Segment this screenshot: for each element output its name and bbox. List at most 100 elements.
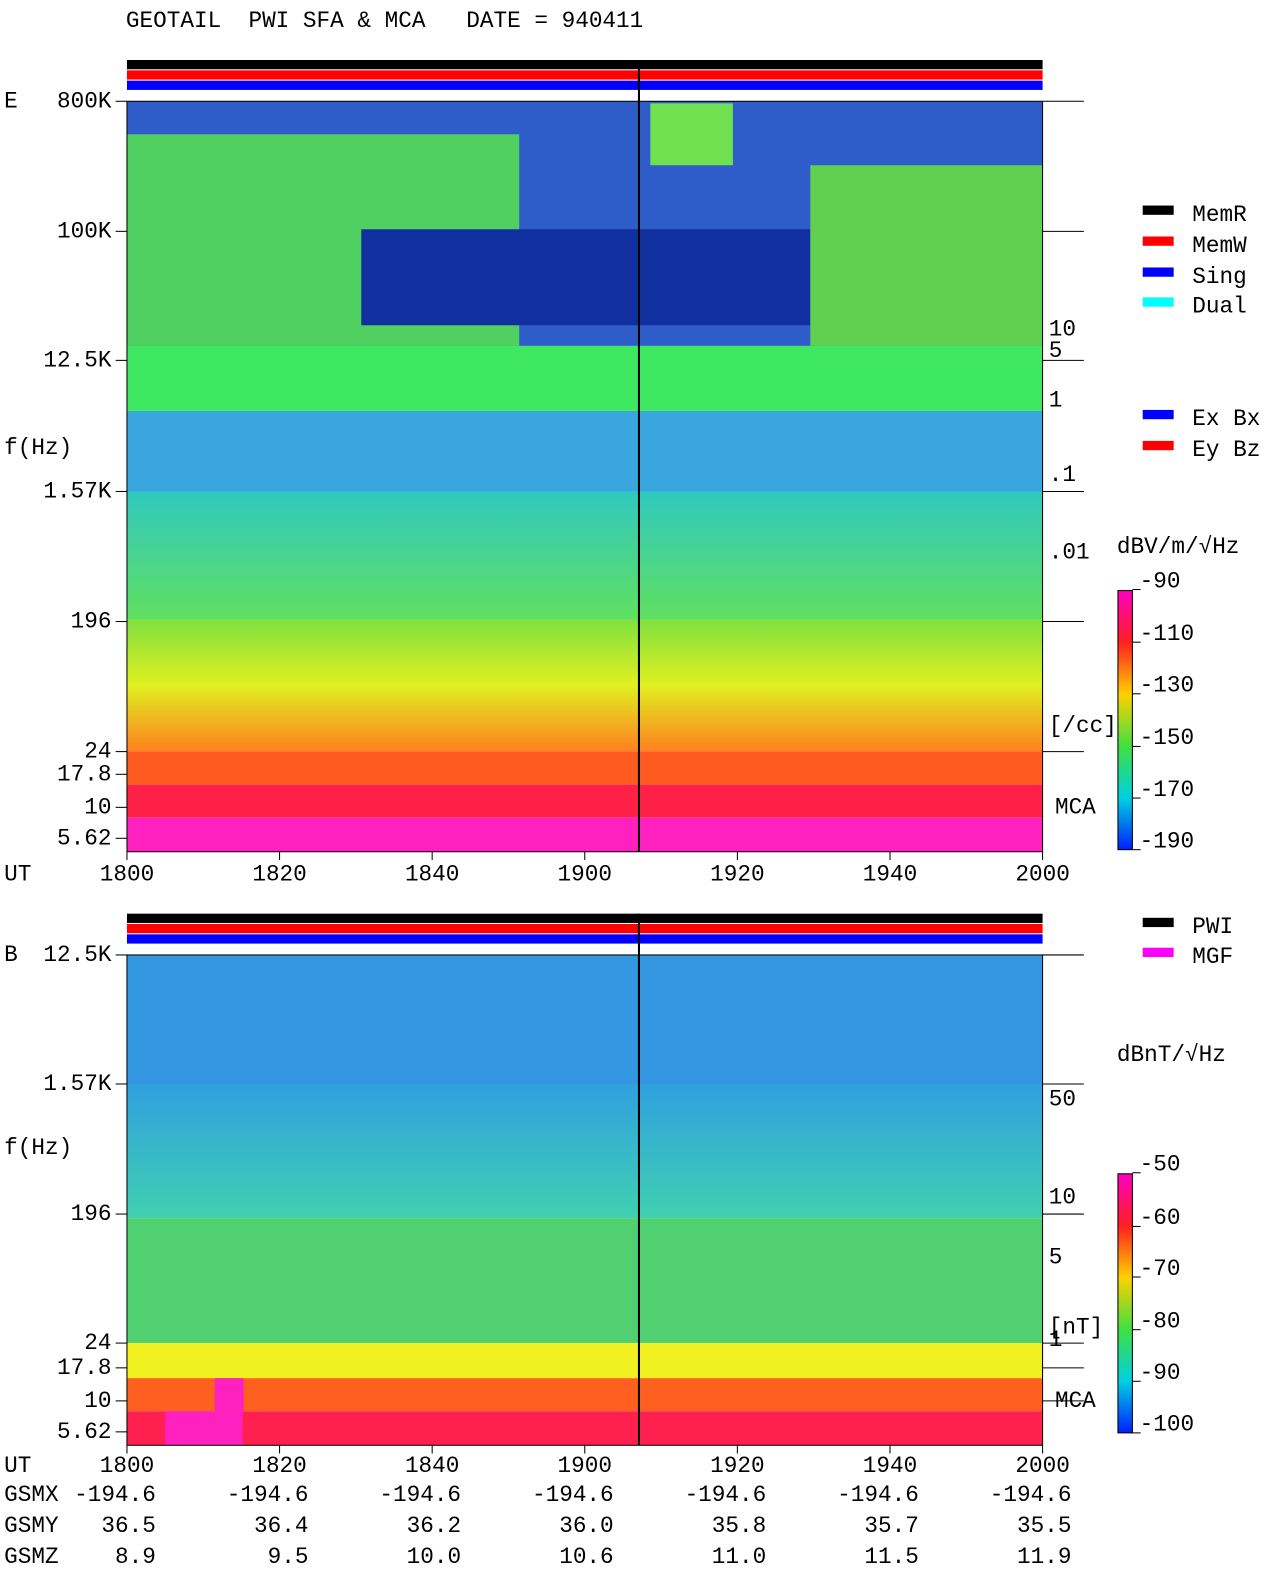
legend-swatch (1142, 297, 1174, 307)
panel-label: B (4, 942, 18, 968)
density-scale-label: .01 (1049, 539, 1090, 565)
spectrogram-region (361, 229, 811, 326)
status-bar (126, 59, 1043, 70)
orbit-row-name: GSMX (4, 1482, 59, 1508)
orbit-value: 11.5 (864, 1544, 918, 1570)
y-tick-label: 17.8 (57, 761, 111, 787)
colorbar-tick-label: -70 (1140, 1256, 1181, 1282)
x-tick-label: 1840 (405, 861, 459, 887)
orbit-row-name: GSMZ (4, 1544, 58, 1570)
spectrogram-band (126, 1378, 1043, 1412)
orbit-value: -194.6 (685, 1482, 767, 1508)
y-tick-label: 12.5K (43, 942, 111, 968)
density-scale-label: 10 (1049, 316, 1076, 342)
legend-label: MemR (1192, 202, 1247, 228)
status-bar (126, 934, 1043, 944)
status-bar (126, 80, 1043, 90)
y-tick-label: 800K (57, 88, 112, 114)
legend-swatch (1142, 267, 1174, 277)
status-bar (126, 913, 1043, 923)
orbit-value: -194.6 (227, 1482, 309, 1508)
density-scale-label: 5 (1049, 338, 1063, 364)
colorbar-tick-label: -60 (1140, 1205, 1181, 1231)
x-tick-label: 1820 (252, 861, 306, 887)
orbit-value: 11.9 (1017, 1544, 1071, 1570)
x-tick-label: 1820 (252, 1453, 306, 1479)
orbit-value: 8.9 (115, 1544, 156, 1570)
legend-label: Sing (1192, 264, 1246, 290)
colorbar (1117, 1173, 1133, 1434)
colorbar-tick-label: -90 (1140, 568, 1181, 594)
spectrogram-band (126, 410, 1043, 492)
y-tick-label: 5.62 (57, 1419, 111, 1445)
y-tick-label: 24 (84, 1330, 111, 1356)
legend-label: MGF (1192, 944, 1233, 970)
spectrogram-band (126, 784, 1043, 818)
y-tick-label: 24 (84, 739, 111, 765)
y-tick-label: 10 (84, 794, 111, 820)
mca-label: MCA (1055, 1388, 1096, 1414)
y-tick-label: 196 (71, 1201, 112, 1227)
colorbar-tick-label: -130 (1140, 673, 1194, 699)
y-axis-label: f(Hz) (4, 1135, 72, 1161)
density-scale-label: 5 (1049, 1244, 1063, 1270)
spectrogram-region (810, 165, 1043, 346)
spectrogram-band (126, 1218, 1043, 1344)
legend-swatch (1142, 409, 1174, 420)
orbit-value: -194.6 (532, 1482, 614, 1508)
spectrogram-region (214, 1378, 244, 1412)
orbit-value: 36.4 (254, 1513, 308, 1539)
spectrogram-band (126, 954, 1043, 1084)
status-bar (126, 923, 1043, 934)
orbit-value: -194.6 (379, 1482, 461, 1508)
y-tick-label: 5.62 (57, 825, 111, 851)
legend-label: Dual (1192, 294, 1246, 320)
x-tick-label: 1800 (100, 1453, 154, 1479)
title: GEOTAIL PWI SFA & MCA DATE = 940411 (126, 8, 643, 34)
mca-label: MCA (1055, 794, 1096, 820)
legend-swatch (1142, 205, 1174, 215)
y-tick-label: 10 (84, 1388, 111, 1414)
orbit-value: -194.6 (837, 1482, 919, 1508)
orbit-value: 10.6 (559, 1544, 613, 1570)
y-tick-label: 12.5K (43, 347, 111, 373)
x-tick-label: 1900 (558, 861, 612, 887)
x-tick-label: 1920 (710, 1453, 764, 1479)
y-tick-label: 1.57K (43, 478, 111, 504)
density-scale-label: 10 (1049, 1185, 1076, 1211)
legend-swatch (1142, 947, 1174, 958)
orbit-value: 35.8 (712, 1513, 766, 1539)
colorbar (1117, 590, 1133, 851)
colorbar-tick-label: -190 (1140, 828, 1194, 854)
spectrogram-band (126, 619, 1043, 752)
colorbar-tick-label: -80 (1140, 1308, 1181, 1334)
legend-label: Ey Bz (1192, 437, 1260, 463)
y-tick-label: 17.8 (57, 1355, 111, 1381)
orbit-value: 36.0 (559, 1513, 613, 1539)
spectrogram-band (126, 817, 1043, 852)
density-scale-label: 1 (1049, 1327, 1063, 1353)
colorbar-tick-label: -170 (1140, 777, 1194, 803)
x-tick-label: 1800 (100, 861, 154, 887)
panel-label: E (4, 88, 18, 114)
legend-label: Ex Bx (1192, 406, 1260, 432)
y-tick-label: 1.57K (43, 1071, 111, 1097)
spectrogram-region (650, 103, 733, 166)
density-scale-label: .1 (1049, 462, 1076, 488)
orbit-value: 35.5 (1017, 1513, 1071, 1539)
legend-swatch (1142, 917, 1174, 928)
y-axis-label: f(Hz) (4, 435, 72, 461)
orbit-value: 36.2 (407, 1513, 461, 1539)
x-axis-label: UT (4, 1453, 31, 1479)
colorbar-tick-label: -110 (1140, 621, 1194, 647)
legend-swatch (1142, 236, 1174, 246)
spectrogram-band (126, 1411, 1043, 1446)
orbit-row-name: GSMY (4, 1513, 59, 1539)
x-axis-label: UT (4, 861, 31, 887)
density-scale-label: [nT] (1049, 1315, 1103, 1341)
orbit-value: 11.0 (712, 1544, 766, 1570)
colorbar-unit: dBnT/√Hz (1117, 1042, 1226, 1068)
orbit-value: 35.7 (864, 1513, 918, 1539)
density-scale-label: 1 (1049, 388, 1063, 414)
